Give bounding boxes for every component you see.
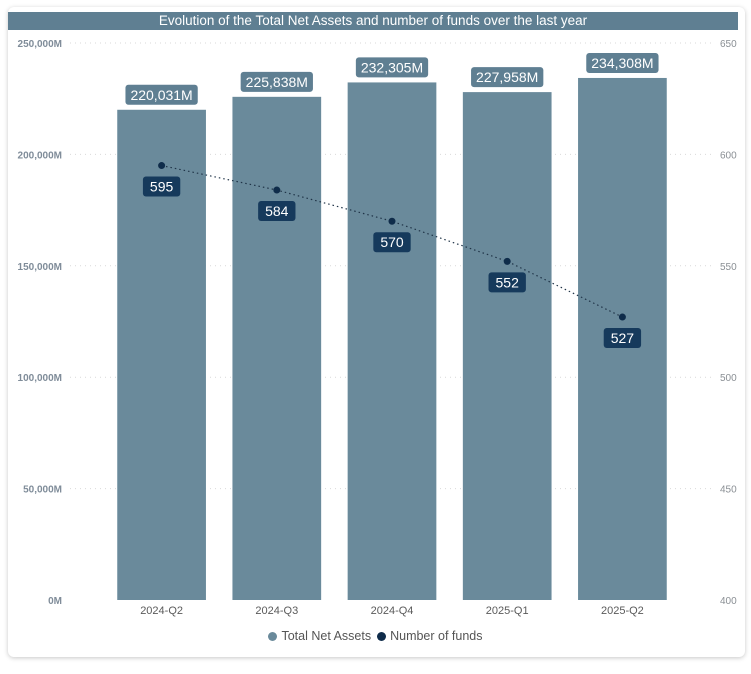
point-number-of-funds bbox=[388, 217, 396, 225]
y-left-tick-label: 50,000M bbox=[23, 485, 62, 496]
point-number-of-funds bbox=[273, 186, 281, 194]
y-right-tick-label: 600 bbox=[720, 150, 737, 161]
y-left-tick-label: 0M bbox=[48, 596, 62, 607]
legend-label-total-net-assets: Total Net Assets bbox=[281, 629, 372, 643]
bar-total-net-assets bbox=[232, 96, 322, 600]
bar-total-net-assets bbox=[462, 92, 552, 601]
legend-marker-number-of-funds bbox=[377, 631, 387, 641]
point-number-of-funds bbox=[158, 162, 166, 170]
point-data-label: 552 bbox=[496, 274, 520, 290]
x-tick-label: 2024-Q3 bbox=[255, 605, 298, 617]
bar-data-label-bg bbox=[125, 84, 198, 105]
bar-data-label-bg bbox=[471, 67, 544, 88]
bar-data-label: 220,031M bbox=[130, 87, 192, 103]
point-data-label-bg bbox=[603, 328, 642, 349]
legend: Total Net Assets Number of funds bbox=[0, 629, 751, 643]
bar-data-label: 225,838M bbox=[246, 74, 308, 90]
point-data-label-bg bbox=[142, 176, 181, 197]
point-number-of-funds bbox=[503, 257, 511, 265]
y-right-tick-label: 650 bbox=[720, 39, 737, 50]
line-number-of-funds bbox=[161, 164, 623, 318]
point-data-label-bg bbox=[373, 232, 411, 253]
point-data-label: 570 bbox=[380, 234, 404, 250]
bar-data-label: 232,305M bbox=[361, 59, 423, 75]
y-right-tick-label: 500 bbox=[720, 373, 737, 384]
bar-data-label-bg bbox=[240, 71, 313, 92]
y-right-tick-label: 550 bbox=[720, 262, 737, 273]
bar-total-net-assets bbox=[347, 82, 437, 601]
y-left-tick-label: 200,000M bbox=[18, 150, 62, 161]
point-data-label: 527 bbox=[611, 330, 635, 346]
x-tick-label: 2024-Q4 bbox=[371, 605, 414, 617]
point-data-label-bg bbox=[488, 272, 526, 293]
y-right-tick-label: 400 bbox=[720, 596, 737, 607]
x-tick-label: 2025-Q1 bbox=[486, 605, 529, 617]
bar-data-label-bg bbox=[355, 57, 429, 78]
bar-data-label: 234,308M bbox=[591, 55, 653, 71]
y-left-tick-label: 100,000M bbox=[18, 373, 62, 384]
point-data-label-bg bbox=[258, 201, 296, 222]
legend-item-total-net-assets[interactable]: Total Net Assets bbox=[268, 629, 371, 643]
x-tick-label: 2025-Q2 bbox=[601, 605, 644, 617]
legend-label-number-of-funds: Number of funds bbox=[390, 629, 483, 643]
point-data-label: 584 bbox=[265, 203, 289, 219]
y-right-tick-label: 450 bbox=[720, 485, 737, 496]
point-data-label: 595 bbox=[150, 179, 174, 195]
y-left-tick-label: 150,000M bbox=[18, 262, 62, 273]
legend-item-number-of-funds[interactable]: Number of funds bbox=[377, 629, 483, 643]
chart-title: Evolution of the Total Net Assets and nu… bbox=[8, 12, 738, 30]
x-tick-label: 2024-Q2 bbox=[140, 605, 183, 617]
bar-data-label-bg bbox=[586, 52, 659, 73]
point-number-of-funds bbox=[618, 313, 626, 321]
y-left-tick-label: 250,000M bbox=[18, 39, 62, 50]
bar-data-label: 227,958M bbox=[476, 69, 538, 85]
legend-marker-total-net-assets bbox=[268, 631, 278, 641]
